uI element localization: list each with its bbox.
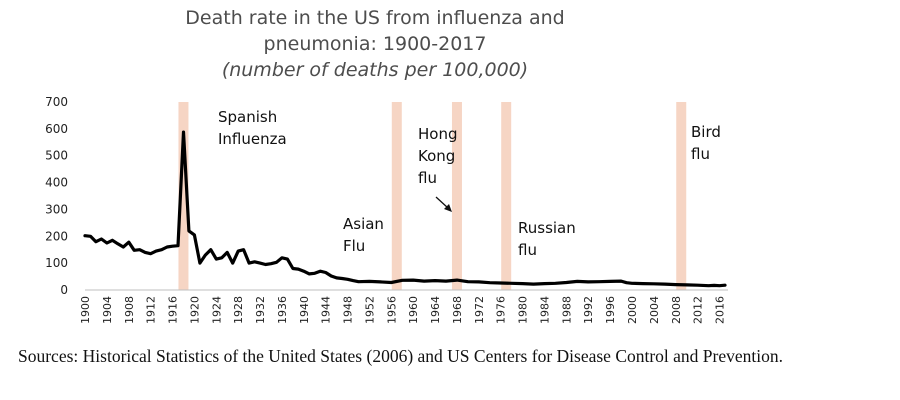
event-band-2009	[676, 102, 687, 290]
x-tick-label: 1964	[429, 296, 442, 324]
y-tick-label: 700	[45, 95, 68, 109]
event-label-2009: Bird	[691, 123, 721, 141]
event-label-1918: Influenza	[218, 130, 287, 148]
y-tick-label: 0	[60, 283, 68, 297]
chart-svg: Death rate in the US from influenza and …	[45, 7, 728, 324]
x-tick-label: 1968	[451, 296, 464, 324]
event-label-1957: Asian	[343, 215, 384, 233]
x-tick-label: 1904	[101, 296, 114, 324]
x-tick-label: 1948	[342, 296, 355, 324]
y-tick-label: 100	[45, 256, 68, 270]
x-tick-label: 2004	[648, 296, 661, 324]
x-tick-label: 1928	[232, 296, 245, 324]
x-tick-label: 1940	[298, 296, 311, 324]
x-tick-label: 2008	[670, 296, 683, 324]
chart-title-line-2: pneumonia: 1900-2017	[264, 33, 487, 55]
sources-footnote: Sources: Historical Statistics of the Un…	[18, 346, 784, 366]
y-tick-label: 400	[45, 176, 68, 190]
event-label-1968: Kong	[418, 147, 455, 165]
y-tick-label: 600	[45, 122, 68, 136]
y-tick-label: 200	[45, 229, 68, 243]
x-tick-label: 1900	[79, 296, 92, 324]
chart-title-line-1: Death rate in the US from influenza and	[185, 7, 564, 29]
event-band-1977	[501, 102, 512, 290]
x-tick-label: 2012	[692, 296, 705, 324]
x-tick-label: 1972	[473, 296, 486, 324]
event-annotations: Spanish Influenza Asian Flu Hong Kong flu Russi…	[218, 108, 721, 259]
x-axis-ticks: 1900 1904 1908 1912 1916 1920 1924 1928 1932 1936…	[79, 296, 727, 324]
x-tick-label: 1924	[210, 296, 223, 324]
x-tick-label: 1932	[254, 296, 267, 324]
x-tick-label: 1916	[167, 296, 180, 324]
y-tick-label: 500	[45, 149, 68, 163]
arrow-head-icon	[444, 204, 452, 212]
event-label-1977: Russian	[518, 219, 576, 237]
series-layer	[83, 130, 727, 288]
event-bands	[178, 102, 687, 290]
x-tick-label: 1992	[582, 296, 595, 324]
x-tick-label: 1920	[188, 296, 201, 324]
x-tick-label: 2000	[626, 296, 639, 324]
x-tick-label: 1996	[604, 296, 617, 324]
x-tick-label: 1980	[517, 296, 530, 324]
x-tick-label: 1908	[123, 296, 136, 324]
x-tick-label: 1944	[320, 296, 333, 324]
x-tick-label: 1976	[495, 296, 508, 324]
event-label-1957: Flu	[343, 237, 365, 255]
event-band-1968	[451, 102, 462, 290]
x-tick-label: 1952	[363, 296, 376, 324]
event-label-2009: flu	[691, 145, 710, 163]
x-tick-label: 1936	[276, 296, 289, 324]
event-label-1968: Hong	[418, 125, 458, 143]
y-tick-label: 300	[45, 202, 68, 216]
chart-subtitle: (number of deaths per 100,000)	[222, 59, 528, 81]
arrow-icon	[435, 196, 449, 209]
event-band-1957	[391, 102, 402, 290]
event-band-1918	[178, 102, 189, 290]
event-label-1918: Spanish	[218, 108, 277, 126]
y-axis-ticks: 0 100 200 300 400 500 600 700	[45, 95, 68, 297]
x-tick-label: 1988	[560, 296, 573, 324]
x-tick-label: 1956	[385, 296, 398, 324]
series-line-death-rate	[83, 130, 727, 288]
event-label-1977: flu	[518, 241, 537, 259]
x-tick-label: 1984	[538, 296, 551, 324]
x-tick-label: 2016	[714, 296, 727, 324]
x-tick-label: 1960	[407, 296, 420, 324]
x-tick-label: 1912	[145, 296, 158, 324]
event-label-1968: flu	[418, 169, 437, 187]
